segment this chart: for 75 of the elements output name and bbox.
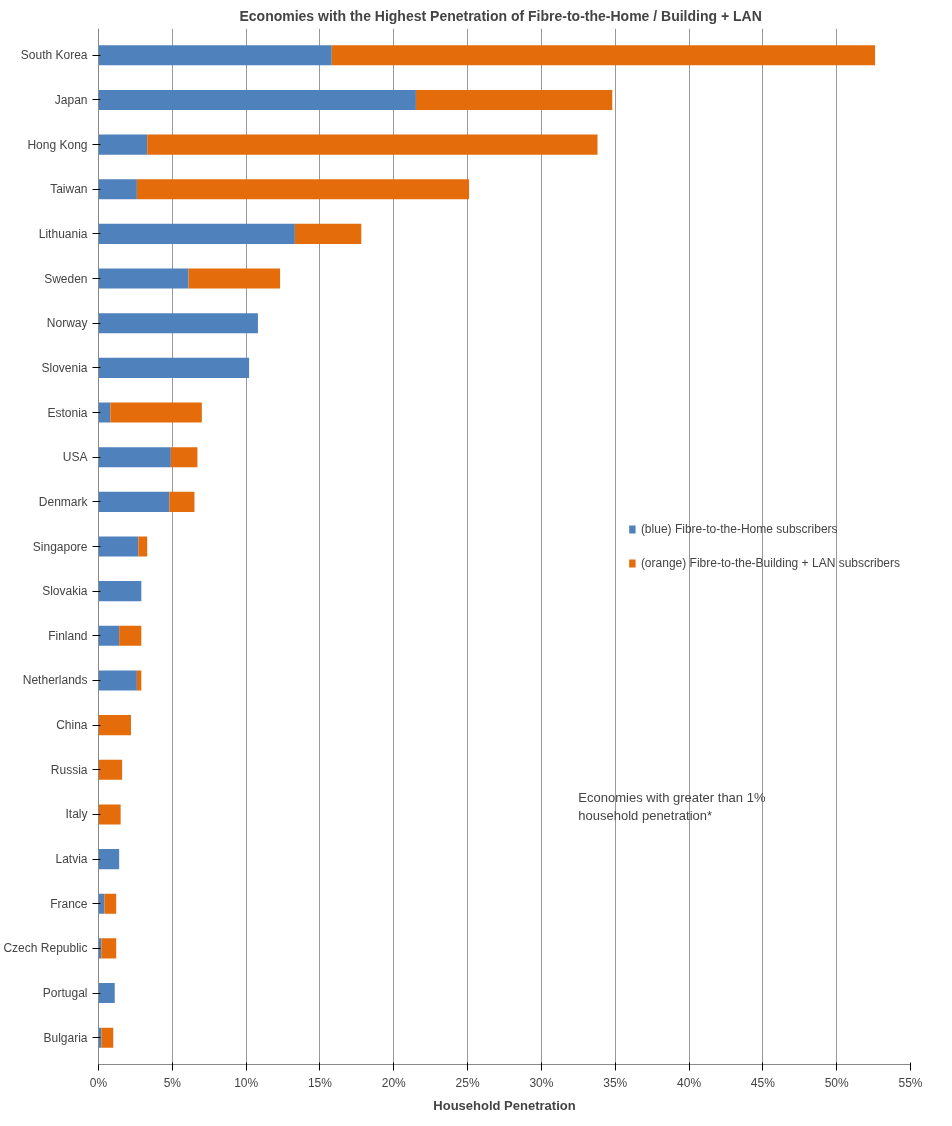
x-tick-label: 55% xyxy=(898,1075,923,1090)
bar xyxy=(138,536,148,557)
y-tick-label: USA xyxy=(62,450,88,465)
bar xyxy=(98,45,332,66)
x-tick-label: 30% xyxy=(529,1075,554,1090)
x-tick-label: 40% xyxy=(677,1075,702,1090)
bar xyxy=(188,268,281,289)
y-tick-label: Estonia xyxy=(47,405,88,420)
legend-label: (blue) Fibre-to-the-Home subscribers xyxy=(640,522,838,536)
legend-label: (orange) Fibre-to-the-Building + LAN subscribers xyxy=(640,556,900,570)
y-tick-label: Lithuania xyxy=(38,226,88,241)
y-tick-label: Bulgaria xyxy=(43,1030,88,1045)
y-tick-label: South Korea xyxy=(20,48,88,63)
x-tick-label: 0% xyxy=(89,1075,108,1090)
y-tick-label: Norway xyxy=(46,316,88,331)
bar xyxy=(98,581,142,602)
bar xyxy=(331,45,876,66)
y-tick-label: Hong Kong xyxy=(27,137,88,152)
bar xyxy=(98,715,131,736)
y-tick-label: Denmark xyxy=(38,494,89,509)
bar xyxy=(98,89,416,110)
annotation: Economies with greater than 1% household penetration* xyxy=(578,790,766,824)
y-tick-label: Slovakia xyxy=(42,584,88,599)
bar xyxy=(98,670,137,691)
y-tick-label: Portugal xyxy=(42,986,88,1001)
x-axis-title: Household Penetration xyxy=(433,1097,576,1113)
x-tick-label: 5% xyxy=(163,1075,182,1090)
y-tick-label: Singapore xyxy=(32,539,88,554)
x-tick-label: 20% xyxy=(381,1075,407,1090)
bar xyxy=(98,491,170,512)
y-tick-label: Taiwan xyxy=(50,182,88,197)
bar xyxy=(104,893,117,914)
y-tick-label: Finland xyxy=(48,628,88,643)
bar xyxy=(98,134,148,155)
bar xyxy=(98,759,123,780)
bar xyxy=(110,402,202,423)
x-tick-label: 45% xyxy=(750,1075,776,1090)
bar xyxy=(98,804,121,825)
y-tick-label: Czech Republic xyxy=(3,941,88,956)
y-tick-label: Sweden xyxy=(44,271,88,286)
y-tick-label: Japan xyxy=(54,92,88,107)
bar xyxy=(98,313,258,334)
chart-title: Economies with the Highest Penetration of Fibre-to-the-Home / Building + LAN xyxy=(239,7,762,24)
x-tick-label: 35% xyxy=(603,1075,628,1090)
y-tick-label: Italy xyxy=(65,807,88,822)
bar xyxy=(98,849,120,870)
bar xyxy=(119,625,142,646)
bar xyxy=(169,491,195,512)
bar xyxy=(147,134,598,155)
bar xyxy=(98,268,189,289)
bar xyxy=(98,402,111,423)
bar xyxy=(101,938,117,959)
bar xyxy=(136,179,470,200)
bar xyxy=(98,983,115,1004)
y-tick-label: France xyxy=(50,896,88,911)
bar xyxy=(98,179,137,200)
bar xyxy=(294,223,362,244)
bar xyxy=(98,447,171,468)
bar xyxy=(136,670,142,691)
y-tick-label: Latvia xyxy=(55,852,88,867)
y-tick-label: Russia xyxy=(50,762,88,777)
y-tick-label: Slovenia xyxy=(41,360,88,375)
bar xyxy=(98,357,250,378)
x-tick-label: 10% xyxy=(234,1075,259,1090)
y-tick-label: China xyxy=(56,718,88,733)
x-tick-label: 15% xyxy=(307,1075,333,1090)
bar xyxy=(98,625,120,646)
x-tick-label: 50% xyxy=(824,1075,850,1090)
y-tick-label: Netherlands xyxy=(22,673,88,688)
bar xyxy=(98,223,295,244)
bar xyxy=(98,536,139,557)
bar xyxy=(170,447,198,468)
x-tick-label: 25% xyxy=(455,1075,480,1090)
bar xyxy=(101,1027,114,1048)
bar xyxy=(415,89,613,110)
